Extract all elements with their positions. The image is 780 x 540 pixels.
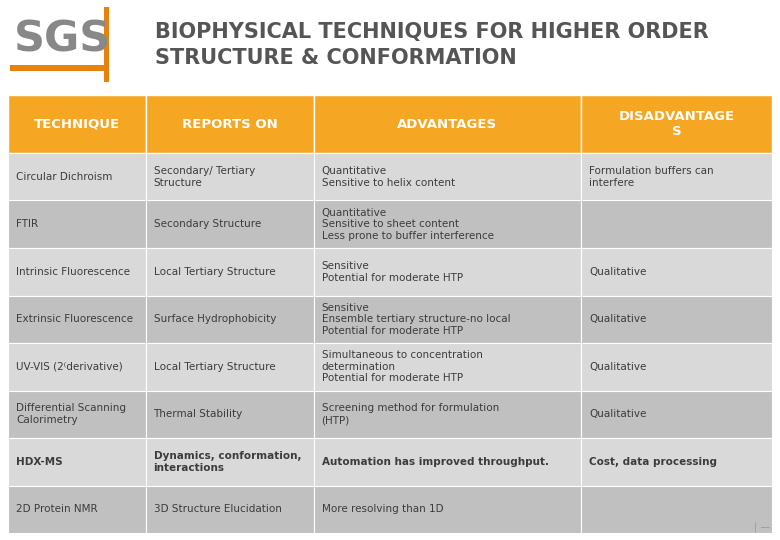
Text: | —: | —: [754, 522, 770, 532]
Text: TECHNIQUE: TECHNIQUE: [34, 118, 120, 131]
Text: Sensitive
Ensemble tertiary structure-no local
Potential for moderate HTP: Sensitive Ensemble tertiary structure-no…: [321, 302, 510, 336]
Text: Intrinsic Fluorescence: Intrinsic Fluorescence: [16, 267, 130, 276]
Text: Quantitative
Sensitive to sheet content
Less prone to buffer interference: Quantitative Sensitive to sheet content …: [321, 208, 494, 241]
Text: HDX-MS: HDX-MS: [16, 457, 62, 467]
Text: Circular Dichroism: Circular Dichroism: [16, 172, 112, 182]
Text: Secondary/ Tertiary
Structure: Secondary/ Tertiary Structure: [154, 166, 255, 187]
Text: Automation has improved throughput.: Automation has improved throughput.: [321, 457, 548, 467]
Text: Local Tertiary Structure: Local Tertiary Structure: [154, 362, 275, 372]
Text: Sensitive
Potential for moderate HTP: Sensitive Potential for moderate HTP: [321, 261, 463, 282]
Text: UV-VIS (2⁽derivative): UV-VIS (2⁽derivative): [16, 362, 122, 372]
Text: Surface Hydrophobicity: Surface Hydrophobicity: [154, 314, 276, 324]
Text: DISADVANTAGE
S: DISADVANTAGE S: [619, 110, 735, 138]
Text: Dynamics, conformation,
interactions: Dynamics, conformation, interactions: [154, 451, 301, 472]
Text: Qualitative: Qualitative: [589, 362, 647, 372]
Text: BIOPHYSICAL TECHNIQUES FOR HIGHER ORDER
STRUCTURE & CONFORMATION: BIOPHYSICAL TECHNIQUES FOR HIGHER ORDER …: [155, 22, 709, 68]
Text: FTIR: FTIR: [16, 219, 38, 230]
Text: More resolving than 1D: More resolving than 1D: [321, 504, 443, 514]
Text: Qualitative: Qualitative: [589, 314, 647, 324]
Text: Simultaneous to concentration
determination
Potential for moderate HTP: Simultaneous to concentration determinat…: [321, 350, 483, 383]
Text: 3D Structure Elucidation: 3D Structure Elucidation: [154, 504, 282, 514]
Text: Local Tertiary Structure: Local Tertiary Structure: [154, 267, 275, 276]
Text: Extrinsic Fluorescence: Extrinsic Fluorescence: [16, 314, 133, 324]
Text: Quantitative
Sensitive to helix content: Quantitative Sensitive to helix content: [321, 166, 455, 187]
Text: Secondary Structure: Secondary Structure: [154, 219, 261, 230]
Text: Cost, data processing: Cost, data processing: [589, 457, 717, 467]
Text: Qualitative: Qualitative: [589, 409, 647, 419]
Text: Thermal Stability: Thermal Stability: [154, 409, 243, 419]
Text: 2D Protein NMR: 2D Protein NMR: [16, 504, 98, 514]
Text: Qualitative: Qualitative: [589, 267, 647, 276]
Text: Screening method for formulation
(HTP): Screening method for formulation (HTP): [321, 403, 499, 425]
Text: Formulation buffers can
interfere: Formulation buffers can interfere: [589, 166, 714, 187]
Text: ADVANTAGES: ADVANTAGES: [397, 118, 498, 131]
Text: SGS: SGS: [14, 19, 112, 61]
Text: REPORTS ON: REPORTS ON: [182, 118, 278, 131]
Text: Differential Scanning
Calorimetry: Differential Scanning Calorimetry: [16, 403, 126, 425]
